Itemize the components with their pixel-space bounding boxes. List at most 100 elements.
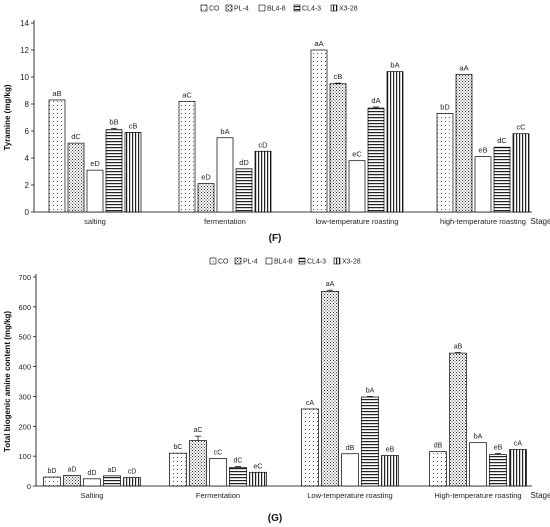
- bar: [169, 452, 187, 487]
- bar: [178, 100, 196, 213]
- x-tick-label: Low-temperature roasting: [307, 491, 392, 500]
- data-label: bA: [474, 434, 483, 441]
- data-label: cA: [306, 400, 315, 407]
- data-label: aB: [52, 89, 61, 98]
- data-label: dC: [234, 458, 243, 465]
- bar: [512, 133, 530, 213]
- bar: [63, 475, 81, 487]
- legend-swatch: [265, 257, 273, 265]
- data-label: bA: [220, 127, 229, 136]
- data-label: aC: [182, 90, 192, 99]
- y-axis-label: Tyramine (mg/kg): [3, 84, 12, 150]
- data-label: eD: [201, 173, 211, 182]
- y-tick-label: 500: [18, 333, 31, 342]
- bar: [436, 113, 454, 213]
- data-label: eC: [254, 463, 263, 470]
- y-tick-label: 8: [25, 100, 30, 109]
- bar: [449, 352, 467, 487]
- y-tick-label: 12: [20, 46, 29, 55]
- bar: [348, 160, 366, 213]
- bar: [48, 99, 66, 213]
- y-tick-label: 10: [20, 73, 29, 82]
- bar: [254, 150, 272, 213]
- y-tick-label: 0: [25, 208, 30, 217]
- chart-panel-f: CO PL-4 BL4-8 CL4-3 X3-28 0 2 4 6 8 10 12 14 Tyramine…: [3, 4, 550, 244]
- bar: [249, 471, 267, 487]
- bar: [197, 183, 215, 213]
- y-tick-label: 2: [25, 181, 30, 190]
- data-label: dD: [88, 470, 97, 477]
- bar: [43, 476, 61, 487]
- data-label: bC: [174, 444, 183, 451]
- legend-label: X3-28: [339, 6, 358, 13]
- legend-label: BL4-8: [267, 6, 286, 13]
- bar: [124, 132, 142, 213]
- data-label: eB: [386, 447, 395, 454]
- legend-swatch: [200, 4, 208, 12]
- bar: [321, 290, 339, 487]
- legend-swatch: [234, 257, 242, 265]
- y-tick-label: 600: [18, 303, 31, 312]
- bar: [310, 49, 328, 213]
- data-label: eB: [494, 444, 503, 451]
- legend-label: CO: [218, 259, 229, 266]
- data-label: dB: [434, 443, 443, 450]
- bar: [123, 477, 141, 487]
- legend-swatch: [333, 257, 341, 265]
- bar: [235, 168, 253, 213]
- bar: [474, 156, 492, 213]
- data-label: dA: [371, 96, 380, 105]
- legend-label: BL4-8: [274, 259, 293, 266]
- legend-label: PL-4: [234, 6, 249, 13]
- legend-swatch: [209, 257, 217, 265]
- bar: [455, 73, 473, 213]
- bar: [386, 71, 404, 213]
- legend-swatch: [225, 4, 233, 12]
- y-tick-label: 300: [18, 392, 31, 401]
- legend-label: PL-4: [243, 259, 258, 266]
- y-tick-label: 700: [18, 273, 31, 282]
- data-label: cD: [128, 469, 137, 476]
- bar: [216, 137, 234, 213]
- bar: [429, 451, 447, 487]
- bar: [489, 454, 507, 487]
- x-axis-label: Stage: [531, 217, 550, 226]
- legend-swatch: [330, 4, 338, 12]
- x-tick-label: Fermentation: [196, 491, 240, 500]
- data-label: aC: [194, 427, 203, 434]
- y-tick-label: 400: [18, 363, 31, 372]
- data-label: aA: [326, 281, 335, 288]
- legend-swatch: [258, 4, 266, 12]
- data-label: aA: [314, 39, 323, 48]
- bar: [367, 107, 385, 213]
- data-label: dC: [497, 136, 507, 145]
- bar: [381, 455, 399, 487]
- x-tick-label: low-temperature roasting: [316, 217, 399, 226]
- legend-label: CL4-3: [307, 259, 326, 266]
- data-label: cB: [129, 121, 138, 130]
- data-label: cB: [334, 72, 343, 81]
- data-label: aD: [108, 467, 117, 474]
- data-label: bD: [48, 468, 57, 475]
- bar: [103, 475, 121, 487]
- x-tick-label: salting: [84, 217, 106, 226]
- data-label: cC: [214, 450, 223, 457]
- y-tick-label: 100: [18, 452, 31, 461]
- x-tick-label: high-temperature roasting: [440, 217, 526, 226]
- bar: [189, 440, 207, 487]
- bar: [469, 442, 487, 487]
- chart-panel-g: CO PL-4 BL4-8 CL4-3 X3-28 0 100 200 300 400 500 600…: [3, 257, 550, 524]
- legend-swatch: [293, 4, 301, 12]
- y-tick-label: 14: [20, 19, 29, 28]
- data-label: eD: [90, 159, 100, 168]
- bar: [229, 467, 247, 487]
- data-label: eB: [478, 146, 487, 155]
- x-axis-label: Stage: [531, 491, 550, 500]
- panel-label: (F): [269, 233, 282, 244]
- y-tick-label: 0: [27, 482, 31, 491]
- data-label: bA: [390, 61, 399, 70]
- data-label: bB: [109, 117, 118, 126]
- x-tick-label: fermentation: [204, 217, 246, 226]
- bar: [341, 453, 359, 487]
- bar: [509, 449, 527, 487]
